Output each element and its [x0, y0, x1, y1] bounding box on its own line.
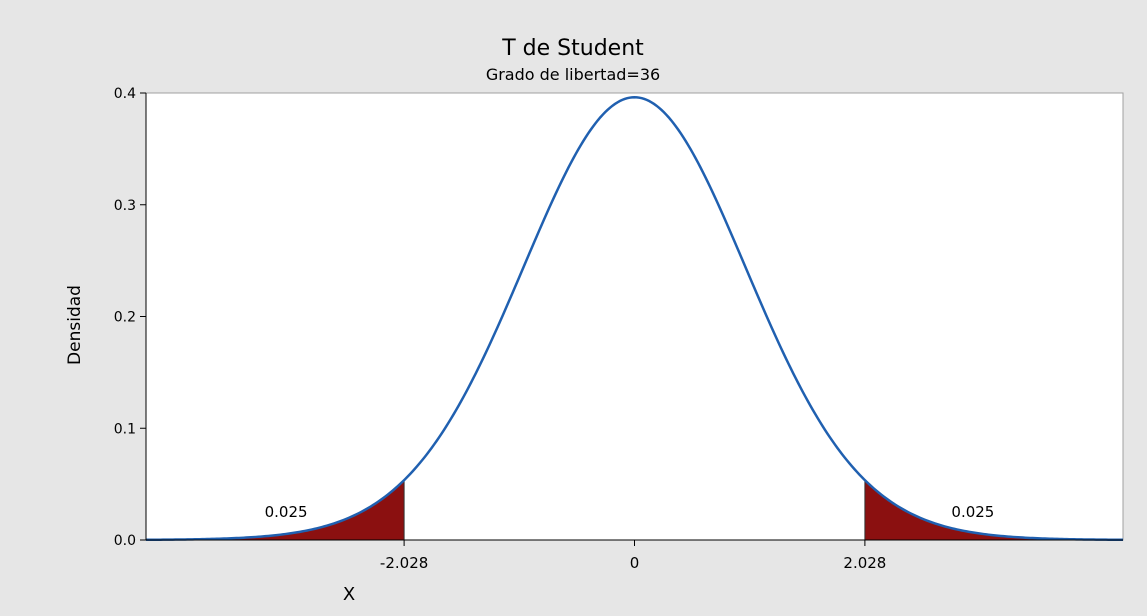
chart-subtitle: Grado de libertad=36 [486, 65, 660, 84]
y-tick-label: 0.4 [114, 86, 136, 102]
y-tick-label: 0.3 [114, 198, 136, 214]
shaded-regions [146, 480, 1123, 540]
y-tick-label: 0.1 [114, 421, 136, 437]
chart-title: T de Student [501, 36, 644, 61]
y-axis-label: Densidad [65, 285, 85, 365]
x-axis-label: X [343, 584, 355, 605]
x-ticks: -2.028 0 2.028 [380, 540, 886, 572]
x-tick-label: 2.028 [843, 554, 886, 572]
density-curve [145, 96, 1124, 542]
region-area-label-left: 0.025 [265, 503, 308, 521]
x-tick-label: -2.028 [380, 554, 428, 572]
shaded-region-left [146, 480, 405, 540]
y-tick-label: 0.2 [114, 310, 136, 326]
shaded-region-right [864, 480, 1123, 540]
plot-area [145, 92, 1124, 541]
density-curve-layer [145, 96, 1124, 542]
y-ticks: 0.0 0.1 0.2 0.3 0.4 [114, 86, 146, 549]
region-labels: 0.025 0.025 [265, 503, 995, 521]
y-tick-label: 0.0 [114, 533, 136, 549]
x-tick-label: 0 [630, 554, 640, 572]
region-area-label-right: 0.025 [951, 503, 994, 521]
